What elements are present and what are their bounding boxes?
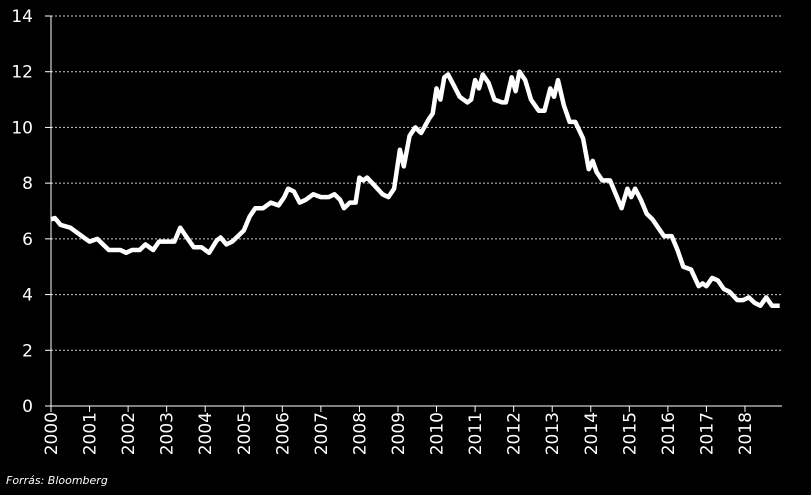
x-tick-label: 2015 [620, 412, 640, 455]
x-tick-label: 2006 [273, 412, 293, 455]
x-tick-label: 2010 [428, 412, 448, 455]
x-tick-label: 2002 [119, 412, 139, 455]
data-line [50, 69, 780, 308]
y-tick-label: 8 [22, 174, 33, 194]
x-tick-label: 2011 [466, 412, 486, 455]
x-tick-label: 2000 [42, 412, 62, 455]
y-tick-label: 14 [11, 7, 33, 27]
x-tick-label: 2018 [736, 412, 756, 455]
x-tick-label: 2007 [312, 412, 332, 455]
y-tick-label: 0 [22, 397, 33, 417]
y-tick-label: 12 [11, 63, 33, 83]
x-tick-label: 2014 [582, 412, 602, 455]
x-tick-label: 2004 [196, 412, 216, 455]
x-tick-label: 2017 [697, 412, 717, 455]
x-tick-label: 2005 [235, 412, 255, 455]
y-tick-label: 2 [22, 341, 33, 361]
x-tick-label: 2008 [350, 412, 370, 455]
x-tick-label: 2013 [543, 412, 563, 455]
x-tick-label: 2001 [81, 412, 101, 455]
y-tick-label: 6 [22, 230, 33, 250]
x-tick-label: 2016 [659, 412, 679, 455]
x-tick-label: 2003 [158, 412, 178, 455]
y-tick-label: 10 [11, 118, 33, 138]
x-tick-label: 2009 [389, 412, 409, 455]
source-note: Forrás: Bloomberg [6, 474, 108, 487]
x-tick-label: 2012 [505, 412, 525, 455]
y-tick-label: 4 [22, 286, 33, 306]
